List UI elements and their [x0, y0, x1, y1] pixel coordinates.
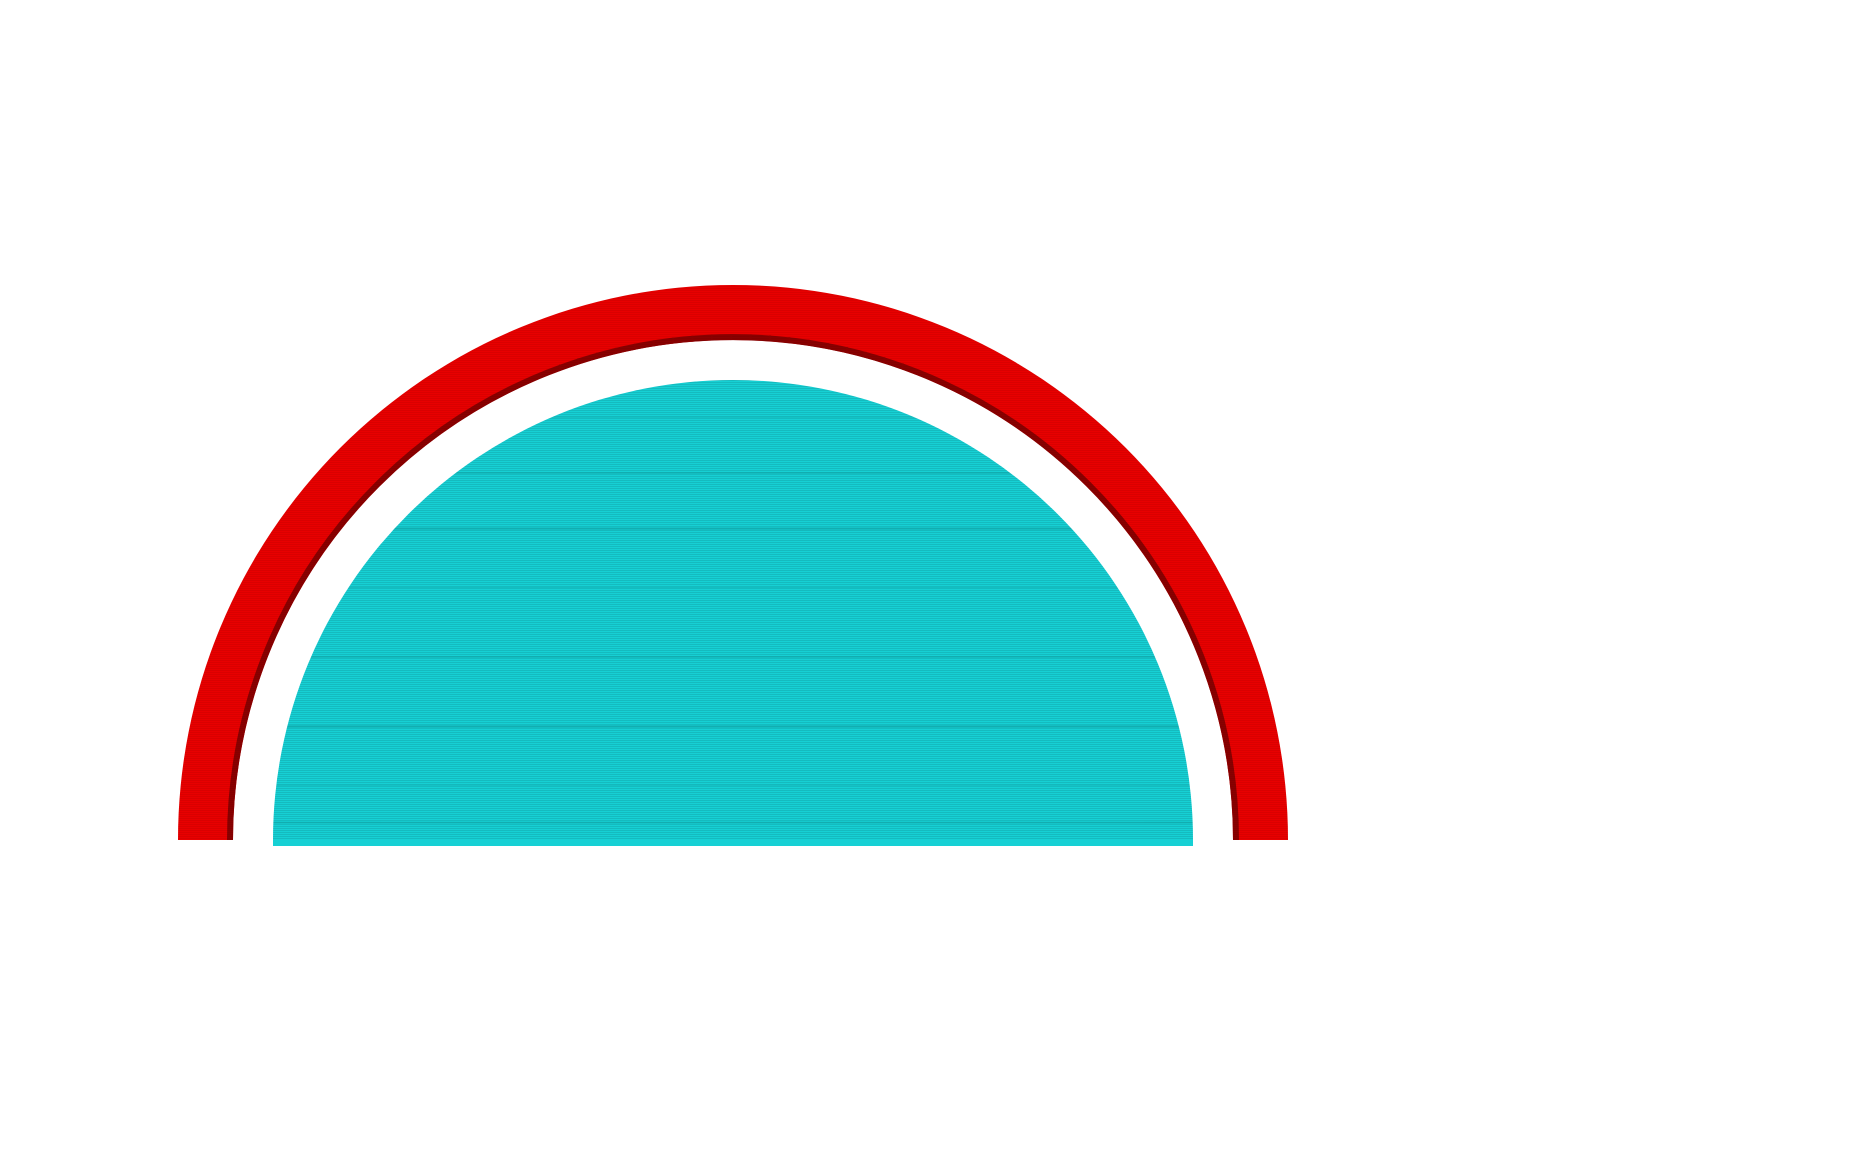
- render-canvas: [0, 0, 1853, 1173]
- base-strip: [273, 840, 1193, 846]
- diagram-svg: [0, 0, 1853, 1173]
